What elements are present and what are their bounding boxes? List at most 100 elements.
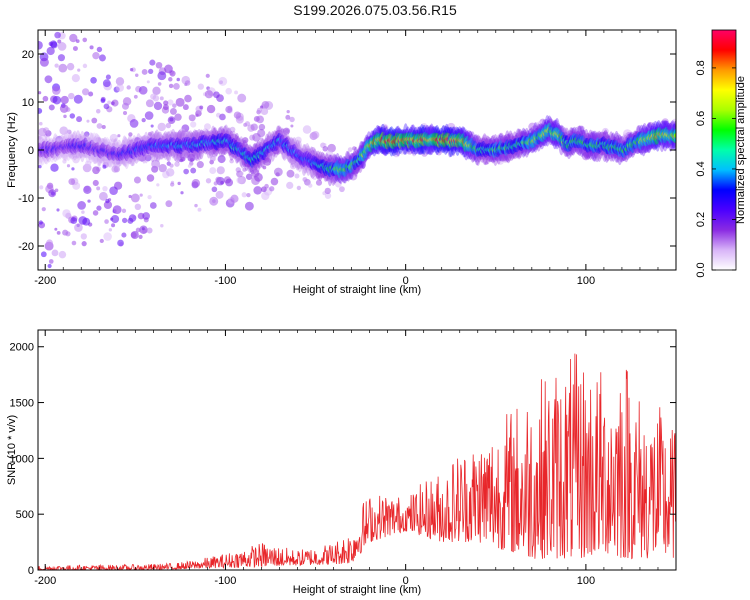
heatmap-noise-cell	[107, 100, 112, 105]
heatmap-noise-cell	[92, 210, 99, 216]
heatmap-noise-cell	[117, 239, 124, 247]
heatmap-noise-cell	[139, 193, 143, 197]
heatmap-noise-cell	[77, 201, 86, 210]
heatmap-noise-cell	[48, 189, 57, 198]
heatmap-noise-cell	[65, 107, 71, 112]
x-tick-label: -200	[34, 275, 56, 287]
heatmap-noise-cell	[121, 102, 129, 110]
heatmap-noise-cell	[269, 186, 275, 192]
heatmap-noise-cell	[184, 80, 191, 86]
heatmap-noise-cell	[88, 91, 94, 97]
heatmap-noise-cell	[153, 101, 163, 111]
heatmap-noise-cell	[75, 39, 80, 44]
heatmap-noise-cell	[290, 124, 294, 128]
heatmap-noise-cell	[253, 186, 262, 195]
heatmap-noise-cell	[282, 127, 291, 135]
heatmap-noise-cell	[205, 73, 210, 78]
heatmap-noise-cell	[96, 186, 101, 191]
heatmap-noise-cell	[177, 181, 181, 186]
heatmap-noise-cell	[54, 31, 61, 39]
heatmap-noise-cell	[206, 104, 216, 114]
heatmap-noise-cell	[205, 178, 212, 184]
heatmap-noise-cell	[215, 190, 224, 199]
heatmap-noise-cell	[149, 202, 157, 209]
heatmap-noise-cell	[87, 199, 91, 203]
heatmap-noise-cell	[99, 238, 104, 244]
heatmap-noise-cell	[157, 71, 167, 81]
heatmap-noise-cell	[48, 104, 55, 111]
heatmap-noise-cell	[67, 129, 72, 135]
heatmap-noise-cell	[174, 161, 180, 167]
heatmap-noise-cell	[204, 123, 211, 131]
heatmap-ridge-core	[673, 133, 676, 138]
heatmap-noise-cell	[606, 134, 611, 139]
heatmap-noise-cell	[92, 51, 100, 60]
heatmap-noise-cell	[339, 186, 345, 193]
heatmap-noise-cell	[146, 227, 153, 234]
heatmap-noise-cell	[666, 122, 672, 128]
heatmap-noise-cell	[39, 121, 43, 126]
heatmap-noise-cell	[167, 99, 174, 106]
heatmap-noise-cell	[147, 131, 152, 136]
heatmap-noise-cell	[581, 152, 591, 161]
colorbar-tick-label: 0.6	[695, 111, 707, 126]
heatmap-noise-cell	[160, 224, 164, 228]
heatmap-noise-cell	[155, 61, 163, 69]
heatmap-noise-cell	[180, 191, 184, 195]
heatmap-noise-cell	[70, 217, 78, 224]
heatmap-noise-cell	[38, 220, 43, 225]
heatmap-noise-cell	[187, 164, 192, 168]
heatmap-noise-cell	[58, 63, 68, 73]
heatmap-noise-cell	[103, 232, 112, 241]
heatmap-noise-cell	[196, 161, 204, 169]
heatmap-noise-cell	[102, 164, 107, 169]
heatmap-noise-cell	[302, 177, 308, 182]
heatmap-noise-cell	[580, 129, 586, 134]
heatmap-noise-cell	[84, 131, 90, 137]
heatmap-noise-cell	[406, 147, 413, 155]
heatmap-noise-cell	[147, 195, 152, 200]
heatmap-noise-cell	[178, 128, 186, 137]
colorbar-gradient	[712, 30, 736, 270]
heatmap-noise-cell	[122, 111, 128, 116]
heatmap-noise-cell	[312, 176, 317, 180]
colorbar: 0.0 0.2 0.4 0.6 0.8 Normalized spectral ampl…	[695, 29, 747, 278]
heatmap-noise-cell	[237, 93, 247, 103]
snr-panel: -200 -100 0 100 0 500 1000 1500 2000 Height of …	[6, 329, 677, 596]
heatmap-noise-cell	[50, 163, 59, 172]
heatmap-noise-cell	[54, 227, 58, 231]
heatmap-noise-cell	[126, 85, 131, 90]
heatmap-noise-cell	[146, 80, 150, 84]
heatmap-noise-cell	[113, 181, 123, 190]
heatmap-noise-cell	[108, 228, 112, 232]
heatmap-noise-cell	[109, 133, 118, 143]
heatmap-noise-cell	[105, 74, 111, 80]
heatmap-noise-cell	[307, 183, 313, 188]
heatmap-noise-cell	[62, 209, 71, 218]
heatmap-noise-cell	[86, 119, 90, 123]
heatmap-noise-cell	[57, 54, 65, 62]
plot-title: S199.2026.075.03.56.R15	[293, 2, 457, 18]
heatmap-noise-cell	[337, 157, 342, 161]
heatmap-noise-cell	[239, 171, 244, 176]
heatmap-noise-cell	[325, 150, 334, 158]
heatmap-noise-cell	[129, 119, 139, 128]
heatmap-noise-cell	[175, 97, 185, 107]
heatmap-noise-cell	[110, 214, 120, 224]
heatmap-noise-cell	[162, 104, 169, 111]
heatmap-noise-cell	[138, 234, 143, 239]
y-tick-label: 1000	[10, 453, 34, 465]
snr-x-ticks: -200 -100 0 100	[34, 330, 677, 587]
heatmap-noise-cell	[176, 77, 180, 82]
heatmap-noise-cell	[188, 114, 193, 119]
heatmap-noise-cell	[427, 124, 434, 132]
heatmap-noise-cell	[95, 137, 102, 143]
heatmap-noise-cell	[121, 232, 127, 238]
heatmap-noise-cell	[252, 132, 261, 142]
x-tick-label: 0	[403, 275, 409, 287]
heatmap-noise-cell	[42, 95, 49, 102]
heatmap-noise-cell	[82, 63, 88, 69]
heatmap-noise-cell	[197, 207, 202, 212]
x-tick-label: -100	[214, 275, 236, 287]
